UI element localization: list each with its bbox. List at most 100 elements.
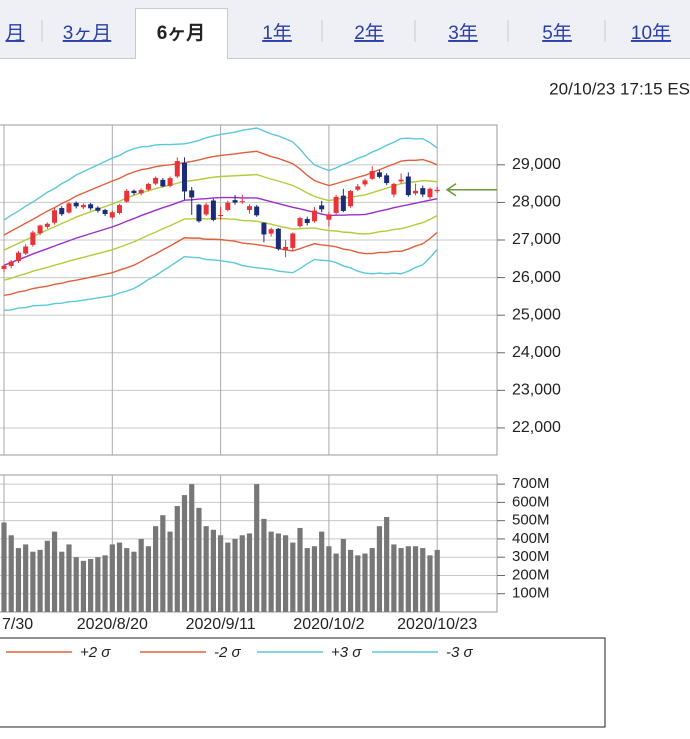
- volume-bar: [160, 515, 166, 612]
- y-tick-label: 28,000: [512, 194, 561, 211]
- candle-body: [405, 176, 411, 196]
- tab[interactable]: 3ヶ月: [63, 23, 112, 44]
- volume-bar: [1, 522, 7, 612]
- volume-bar: [167, 531, 173, 612]
- volume-bar: [405, 546, 411, 612]
- volume-bar: [398, 548, 404, 612]
- volume-bar: [218, 535, 224, 612]
- candle-body: [8, 261, 14, 266]
- volume-bar: [246, 533, 253, 612]
- tab[interactable]: 月: [5, 23, 24, 44]
- candle-body: [196, 204, 202, 222]
- volume-bar: [275, 533, 281, 612]
- volume-bar: [376, 526, 383, 612]
- x-tick-label: 2020/10/23: [397, 616, 477, 633]
- volume-bar: [124, 548, 130, 612]
- candle-body: [95, 207, 101, 211]
- volume-bar: [145, 546, 151, 612]
- candle-body: [189, 190, 195, 198]
- volume-bar: [138, 538, 144, 612]
- volume-bar: [189, 484, 195, 612]
- legend-label: -3 σ: [446, 644, 474, 661]
- candle-body: [326, 214, 332, 220]
- volume-bar: [261, 518, 267, 612]
- candle-body: [398, 179, 404, 182]
- tab[interactable]: 1年: [262, 22, 292, 44]
- band-line: [3, 231, 438, 296]
- y-tick-label: 200M: [512, 566, 550, 583]
- candle-body: [413, 190, 419, 194]
- volume-bar: [362, 553, 368, 612]
- y-tick-label: 29,000: [512, 156, 561, 173]
- y-tick-label: 22,000: [512, 419, 561, 436]
- volume-bar: [95, 557, 101, 612]
- candle-body: [232, 200, 238, 203]
- tab-bar: [0, 0, 690, 58]
- tab[interactable]: 6ヶ月: [157, 23, 206, 44]
- volume-bar: [391, 544, 397, 612]
- candle-body: [376, 172, 382, 177]
- candle-body: [275, 228, 281, 249]
- volume-bar: [239, 535, 245, 612]
- candle-body: [167, 178, 173, 186]
- candle-body: [319, 205, 325, 210]
- volume-bar: [196, 507, 202, 612]
- volume-bar: [203, 526, 209, 612]
- volume-bar: [66, 544, 72, 612]
- tab[interactable]: 3年: [448, 22, 478, 44]
- volume-bar: [369, 548, 375, 612]
- candle-body: [88, 204, 94, 209]
- candle-body: [348, 191, 354, 207]
- candle-body: [427, 188, 433, 198]
- volume-bar: [254, 484, 260, 612]
- candle-body: [30, 232, 36, 245]
- volume-bar: [311, 546, 318, 612]
- tab[interactable]: 2年: [354, 22, 384, 44]
- volume-bar: [88, 559, 94, 612]
- candle-body: [384, 175, 390, 184]
- y-tick-label: 700M: [512, 475, 550, 492]
- candle-body: [102, 209, 108, 215]
- candle-body: [290, 233, 296, 248]
- candle-body: [369, 170, 375, 179]
- volume-bar: [420, 548, 426, 612]
- candle-body: [37, 225, 43, 234]
- candle-body: [109, 212, 115, 218]
- volume-bar: [109, 544, 115, 612]
- candle-body: [23, 246, 29, 254]
- candle-body: [218, 214, 224, 216]
- y-tick-label: 26,000: [512, 269, 561, 286]
- volume-bar: [232, 538, 238, 612]
- x-tick-label: 2020/10/2: [293, 616, 364, 633]
- candle-body: [210, 200, 216, 220]
- volume-bar: [319, 531, 325, 612]
- volume-bar: [427, 555, 433, 612]
- volume-bar: [181, 495, 188, 612]
- candle-body: [283, 246, 289, 251]
- y-tick-label: 100M: [512, 585, 550, 602]
- volume-bar: [44, 540, 50, 612]
- volume-bar: [340, 538, 346, 612]
- y-tick-label: 27,000: [512, 231, 561, 248]
- tab[interactable]: 5年: [542, 22, 572, 44]
- volume-bar: [174, 506, 180, 612]
- volume-bar: [73, 557, 79, 612]
- band-line: [3, 196, 438, 266]
- timestamp: 20/10/23 17:15 ES: [549, 79, 690, 98]
- volume-bar: [8, 535, 14, 612]
- band-line: [3, 248, 438, 311]
- volume-bar: [23, 544, 29, 612]
- tab[interactable]: 10年: [631, 22, 671, 44]
- volume-bar: [412, 546, 419, 612]
- band-line: [3, 173, 438, 251]
- y-tick-label: 25,000: [512, 306, 561, 323]
- candle-body: [59, 208, 65, 215]
- volume-bar: [102, 555, 108, 612]
- candle-body: [124, 190, 130, 202]
- x-tick-label: 2020/9/11: [186, 616, 256, 633]
- candle-body: [174, 161, 180, 177]
- legend-label: +3 σ: [331, 644, 362, 661]
- candle-body: [44, 223, 50, 227]
- candle-body: [73, 202, 79, 207]
- candle-body: [311, 210, 317, 222]
